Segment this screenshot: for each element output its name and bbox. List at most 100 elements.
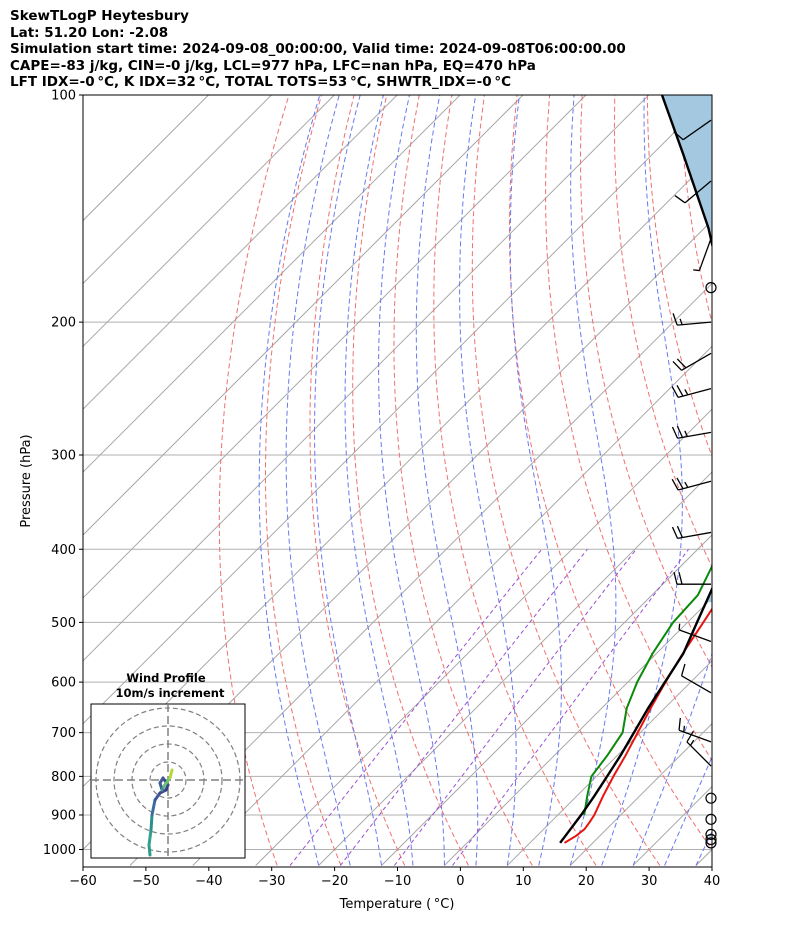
x-tick-label: −60 xyxy=(69,874,96,889)
chart-title: SkewTLogP Heytesbury Lat: 51.20 Lon: -2.… xyxy=(10,8,626,91)
x-tick-label: −30 xyxy=(258,874,285,889)
x-tick-label: −20 xyxy=(321,874,348,889)
wind-barb xyxy=(693,238,712,272)
wind-barb-flag xyxy=(686,730,694,743)
wind-barb-flag xyxy=(676,425,684,438)
calm-wind-circle xyxy=(705,828,717,841)
isotherm-line xyxy=(759,95,794,865)
wind-barb xyxy=(686,730,712,767)
y-tick-label: 600 xyxy=(51,676,76,691)
wind-barb-half-flag xyxy=(683,725,686,733)
isotherm-line xyxy=(381,534,712,866)
dry-adiabat xyxy=(265,95,342,866)
wind-barb-staff xyxy=(677,531,712,539)
dry-adiabat xyxy=(471,95,661,866)
hodograph-segment xyxy=(147,843,152,857)
temperature-line xyxy=(563,607,712,844)
isotherm-line xyxy=(83,95,272,285)
wind-barb xyxy=(673,572,711,585)
isotherm-line xyxy=(632,785,712,866)
moist-adiabat xyxy=(285,95,351,866)
inset-subtitle: 10m/s increment xyxy=(116,686,225,700)
x-tick-label: 30 xyxy=(641,874,658,889)
dewpoint-line xyxy=(583,420,712,816)
y-tick-label: 200 xyxy=(51,316,76,331)
axes: −60 −50 −40 −30 −20 −10 0 10 20 30 40 1000 900 800 700… xyxy=(43,89,720,890)
dry-adiabat xyxy=(393,95,533,866)
x-tick-label: 0 xyxy=(456,874,464,889)
dry-adiabat xyxy=(545,95,712,762)
y-tick-label: 400 xyxy=(51,543,76,558)
wind-barb-staff xyxy=(677,321,712,326)
dry-adiabat xyxy=(579,95,712,668)
dry-adiabat xyxy=(646,95,712,458)
hodograph-segment xyxy=(147,828,153,847)
parcel-line xyxy=(559,95,712,844)
hodograph-ring xyxy=(113,725,223,835)
wind-barb-staff xyxy=(684,180,712,204)
wind-barb-staff xyxy=(686,741,712,767)
dry-adiabat xyxy=(352,95,469,866)
isotherm-line xyxy=(192,345,712,866)
isotherm-line xyxy=(318,471,712,866)
mixing-ratio-line xyxy=(452,548,689,866)
wind-barb-flag xyxy=(671,426,679,439)
moist-adiabat xyxy=(664,755,712,866)
wind-barb-flag xyxy=(676,358,687,369)
y-tick-label: 900 xyxy=(51,808,76,823)
wind-barb xyxy=(672,313,712,326)
calm-wind-circle xyxy=(705,282,717,294)
calm-wind-circle xyxy=(705,792,717,804)
dry-adiabat xyxy=(508,95,712,851)
wind-barb-flag xyxy=(672,313,678,326)
y-tick-label: 100 xyxy=(51,89,76,104)
y-tick-label: 300 xyxy=(51,448,76,463)
dry-adiabat xyxy=(218,95,290,866)
isotherm-line xyxy=(83,95,461,473)
y-tick-label: 700 xyxy=(51,726,76,741)
x-tick-label: −40 xyxy=(195,874,222,889)
moist-adiabat xyxy=(314,95,382,866)
wind-barb xyxy=(671,477,712,491)
y-tick-label: 500 xyxy=(51,616,76,631)
moist-adiabat xyxy=(459,95,517,866)
wind-barb-flag xyxy=(671,478,679,491)
wind-barb xyxy=(671,425,712,439)
wind-barb-flag xyxy=(671,386,679,398)
profile-lines xyxy=(559,95,712,844)
isotherm-line xyxy=(506,660,712,866)
wind-barb-flag xyxy=(672,361,683,371)
dry-adiabat xyxy=(778,95,794,866)
wind-barb-flag xyxy=(676,385,684,397)
y-tick-label: 800 xyxy=(51,770,76,785)
wind-barb-half-flag xyxy=(684,389,689,396)
y-tick-label: 1000 xyxy=(43,843,76,858)
calm-wind-circle xyxy=(705,813,717,825)
wind-barb xyxy=(672,352,712,371)
wind-profile-inset: Wind Profile 10m/s increment xyxy=(90,671,246,859)
title-station: SkewTLogP Heytesbury xyxy=(10,8,189,24)
dry-adiabat xyxy=(713,95,794,866)
moist-adiabat xyxy=(632,652,712,866)
inset-title: Wind Profile xyxy=(126,671,206,685)
x-tick-label: 10 xyxy=(515,874,532,889)
dry-adiabat xyxy=(679,95,712,325)
dry-adiabat xyxy=(745,95,794,866)
mixing-ratio-line xyxy=(393,548,637,866)
isotherm-line xyxy=(83,95,587,599)
isotherm-line xyxy=(83,95,650,662)
wind-barb-staff xyxy=(677,387,712,399)
wind-barb xyxy=(671,525,712,539)
title-times: Simulation start time: 2024-09-08_00:00:… xyxy=(10,41,626,57)
mixing-ratio-line xyxy=(289,548,543,866)
x-tick-label: 20 xyxy=(578,874,595,889)
wind-barbs xyxy=(671,119,717,849)
wind-barb-flag xyxy=(680,663,686,677)
moist-adiabat xyxy=(344,95,414,866)
moist-adiabat xyxy=(601,95,683,866)
wind-barb xyxy=(671,385,712,399)
moist-adiabat xyxy=(509,95,562,866)
wind-barb-staff xyxy=(698,238,712,271)
moist-adiabat xyxy=(378,95,445,866)
